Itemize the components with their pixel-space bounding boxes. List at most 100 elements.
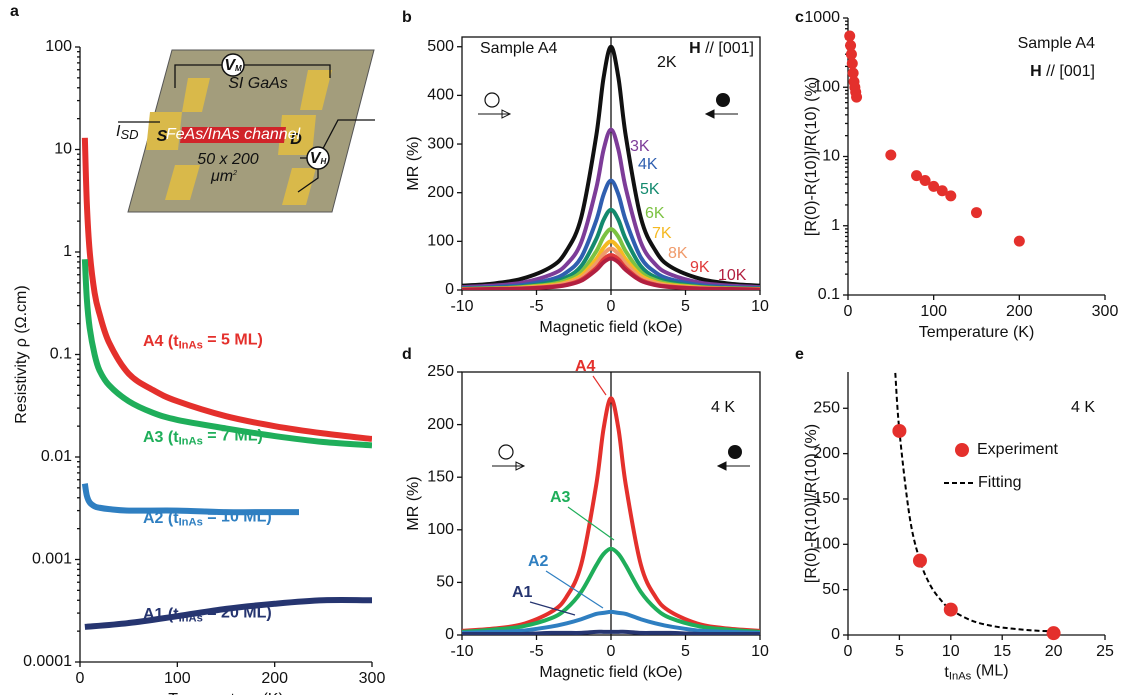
x-tick-label: 15 xyxy=(993,643,1011,660)
y-tick-label: 0 xyxy=(445,281,454,298)
filled-symbol xyxy=(728,445,742,459)
series-line xyxy=(462,178,760,290)
series-label-part: A2 ( xyxy=(143,510,174,527)
x-tick-label: 0 xyxy=(607,298,616,315)
point xyxy=(945,190,957,202)
y-tick-label: 0 xyxy=(445,626,454,643)
series-label: A1 (tInAs = 20 ML) xyxy=(143,605,272,625)
pad xyxy=(300,70,332,110)
series-label: 9K xyxy=(690,259,710,276)
source-label: S xyxy=(157,128,168,145)
pad xyxy=(165,165,200,200)
x-tick-label: 5 xyxy=(681,643,690,660)
plot-area xyxy=(462,396,760,635)
plot-area xyxy=(81,137,372,630)
x-tick-label: 0 xyxy=(76,670,85,687)
vh-sub: H xyxy=(320,157,326,166)
pad xyxy=(182,78,210,112)
series-label: 6K xyxy=(645,205,665,222)
point xyxy=(845,48,857,60)
x-tick-label: 10 xyxy=(942,643,960,660)
unit-label: μm2 xyxy=(210,168,237,185)
y-tick-label: 100 xyxy=(45,38,72,55)
panel-label: a xyxy=(10,3,19,20)
panel-label: d xyxy=(402,346,412,363)
field-direction: H // [001] xyxy=(1030,63,1095,80)
series-label: A2 xyxy=(528,553,549,570)
leader-line xyxy=(529,601,576,616)
y-tick-label: 0.1 xyxy=(50,346,72,363)
point xyxy=(936,185,948,197)
unit: μm xyxy=(210,168,233,185)
point xyxy=(851,91,863,103)
x-tick-label: 200 xyxy=(1006,303,1033,320)
x-tick-label: -10 xyxy=(450,298,473,315)
voltmeter xyxy=(221,53,245,77)
x-tick-label: 0 xyxy=(607,643,616,660)
plot-area xyxy=(894,372,1054,633)
plot-area xyxy=(462,44,760,290)
series-label-part: t xyxy=(173,510,179,527)
size-label: 50 x 200 xyxy=(197,151,258,168)
point xyxy=(892,423,907,438)
series-label: A4 (tInAs = 5 ML) xyxy=(143,332,263,352)
x-axis-title-part: t xyxy=(944,664,949,681)
point xyxy=(971,207,982,219)
x-tick-label: 10 xyxy=(751,643,769,660)
x-tick-label: 100 xyxy=(920,303,947,320)
y-tick-label: 10 xyxy=(54,141,72,158)
panel-label: c xyxy=(795,9,804,26)
x-tick-label: 200 xyxy=(261,670,288,687)
x-tick-label: 5 xyxy=(681,298,690,315)
leader-line xyxy=(592,375,607,396)
channel-label: FeAs/InAs channel xyxy=(166,126,301,143)
x-tick-label: 0 xyxy=(844,303,853,320)
x-axis-title-part: InAs xyxy=(949,670,972,682)
leader-line xyxy=(545,570,604,609)
series-label-part: = 10 ML) xyxy=(203,509,272,526)
arrow xyxy=(478,109,512,119)
x-tick-label: 0 xyxy=(844,643,853,660)
point xyxy=(919,175,931,187)
series-line xyxy=(81,259,372,449)
current-symbol: I xyxy=(116,123,121,140)
point xyxy=(1046,626,1061,641)
series-label: A4 xyxy=(575,358,596,375)
series-label-part: InAs xyxy=(179,516,203,528)
series-line xyxy=(84,597,372,630)
legend-label: Fitting xyxy=(978,474,1022,491)
arrow xyxy=(716,461,750,471)
vh-symbol: V xyxy=(310,150,322,167)
x-axis-title: Magnetic field (kOe) xyxy=(539,319,682,336)
panel: 0 100 200 300 0.0001 0.001 0.01 0.1 1 10 100 a Tempe… xyxy=(10,3,385,695)
x-tick-label: 100 xyxy=(164,670,191,687)
pad xyxy=(282,168,316,205)
channel xyxy=(180,127,286,143)
annotation: 4 K xyxy=(1071,399,1095,416)
series-label: 5K xyxy=(640,181,660,198)
open-symbol xyxy=(484,92,500,108)
field-direction-part: H xyxy=(1030,63,1042,80)
substrate-label: SI GaAs xyxy=(228,75,288,92)
y-tick-label: 150 xyxy=(813,490,840,507)
panel: 0 5 10 15 20 25050100150200250e[R(0)-R(10)]/R… xyxy=(795,346,1114,660)
field-direction-part: H xyxy=(689,40,701,57)
y-tick-label: 400 xyxy=(427,87,454,104)
x-tick-label: 10 xyxy=(751,298,769,315)
y-axis-title: MR (%) xyxy=(405,476,422,530)
y-tick-label: 100 xyxy=(427,233,454,250)
direction-symbols xyxy=(478,92,750,471)
series-line xyxy=(462,546,760,634)
voltmeter xyxy=(306,146,330,170)
vm-label: VM xyxy=(224,57,242,74)
panel-label: b xyxy=(402,9,412,26)
series-label-part: t xyxy=(173,429,179,446)
wire xyxy=(242,64,331,78)
arrow xyxy=(704,109,738,119)
series-line xyxy=(462,629,760,635)
series-line xyxy=(81,483,299,516)
point xyxy=(847,67,859,79)
